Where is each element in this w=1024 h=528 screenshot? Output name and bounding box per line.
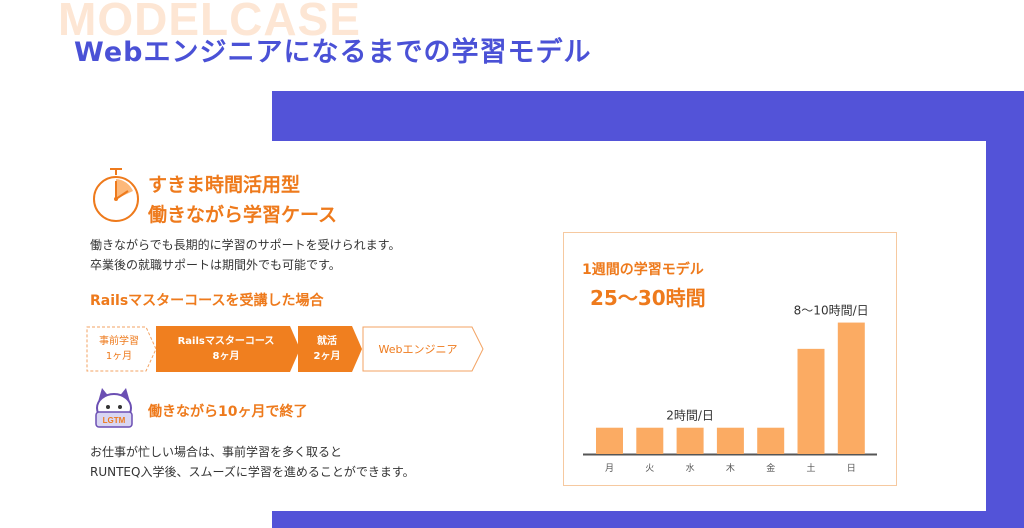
stopwatch-icon	[88, 165, 144, 225]
chart-tick-label: 土	[806, 462, 815, 474]
learning-flow: 事前学習 1ヶ月 Railsマスターコース 8ヶ月 就活 2ヶ月 Webエンジニ…	[86, 326, 486, 372]
case-desc-line2: 卒業後の就職サポートは期間外でも可能です。	[90, 258, 341, 272]
case-description: 働きながらでも長期的に学習のサポートを受けられます。 卒業後の就職サポートは期間…	[90, 235, 400, 275]
chart-bar	[676, 427, 704, 454]
flow-step-goal-label: Webエンジニア	[378, 342, 458, 356]
background-watermark-text: MODELCASE	[58, 0, 361, 45]
case-title-line1: すきま時間活用型	[148, 174, 301, 196]
case-title: すきま時間活用型 働きながら学習ケース	[148, 170, 337, 230]
chart-bar	[797, 348, 825, 454]
result-title: 働きながら10ヶ月で終了	[148, 404, 308, 420]
chart-bar	[757, 427, 785, 454]
chart-tick-label: 水	[686, 462, 695, 474]
flow-step-prelearning-duration: 1ヶ月	[105, 351, 133, 362]
flow-step-course: Railsマスターコース 8ヶ月	[156, 326, 300, 372]
result-description: お仕事が忙しい場合は、事前学習を多く取ると RUNTEQ入学後、スムーズに学習を…	[90, 442, 415, 482]
flow-step-web-engineer: Webエンジニア	[362, 326, 484, 372]
decorative-blue-band-bottom	[272, 511, 1024, 528]
chart-annotation: 8〜10時間/日	[794, 304, 869, 318]
chart-bar	[596, 427, 623, 454]
decorative-blue-band-right	[986, 91, 1024, 528]
chart-tick-label: 木	[726, 462, 735, 474]
flow-step-prelearning: 事前学習 1ヶ月	[86, 326, 157, 372]
case-desc-line1: 働きながらでも長期的に学習のサポートを受けられます。	[90, 238, 401, 252]
mascot-icon: LGTM	[88, 386, 140, 430]
flow-step-job-hunting: 就活 2ヶ月	[298, 326, 362, 372]
chart-bar	[636, 427, 664, 454]
chart-title: 1週間の学習モデル	[582, 262, 704, 278]
chart-annotation: 2時間/日	[666, 409, 714, 423]
chart-bar	[716, 427, 744, 454]
chart-subtitle: 25〜30時間	[590, 286, 706, 310]
decorative-blue-band-top	[272, 91, 1024, 141]
weekly-study-bar-chart: 月 火 水 木 金 土 日 2時間/日 8〜10時間/日	[583, 304, 877, 474]
result-desc-line1: お仕事が忙しい場合は、事前学習を多く取ると	[90, 445, 343, 459]
flow-step-job-duration: 2ヶ月	[313, 351, 341, 362]
chart-tick-label: 日	[847, 463, 856, 474]
chart-tick-label: 金	[766, 462, 775, 474]
flow-step-prelearning-label: 事前学習	[99, 336, 139, 347]
result-desc-line2: RUNTEQ入学後、スムーズに学習を進めることができます。	[90, 465, 415, 479]
flow-step-course-duration: 8ヶ月	[212, 351, 240, 362]
page-title: Webエンジニアになるまでの学習モデル	[74, 37, 592, 68]
flow-step-job-label: 就活	[317, 336, 337, 347]
chart-tick-label: 月	[605, 463, 614, 474]
chart-bar	[837, 322, 865, 454]
flow-step-course-label: Railsマスターコース	[177, 336, 275, 347]
mascot-badge-text: LGTM	[103, 416, 126, 425]
course-title: Railsマスターコースを受講した場合	[90, 293, 324, 309]
chart-tick-label: 火	[645, 463, 654, 474]
case-title-line2: 働きながら学習ケース	[148, 204, 338, 226]
